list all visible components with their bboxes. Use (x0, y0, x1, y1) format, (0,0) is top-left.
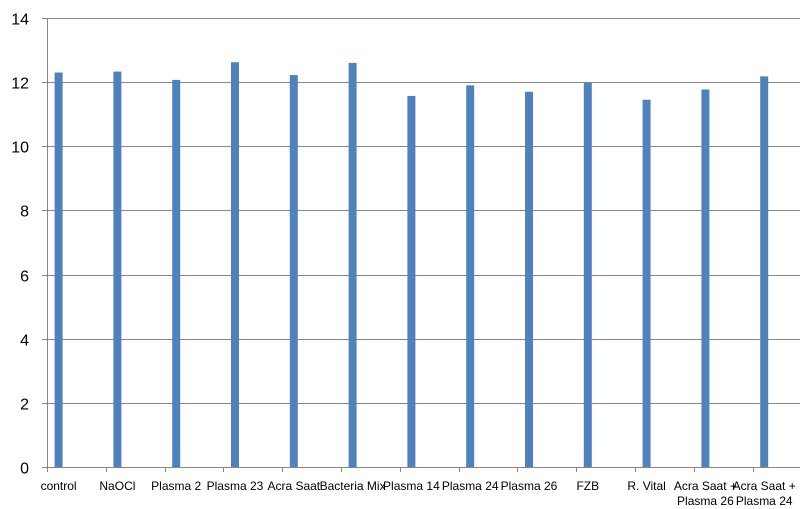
x-tick-label: Plasma 2 (151, 479, 201, 493)
y-tick-label: 12 (11, 76, 29, 93)
y-tick-labels: 0 2 4 6 8 10 12 14 (11, 12, 29, 478)
y-tick-label: 10 (11, 140, 29, 157)
x-tick-label: Plasma 26 (677, 494, 734, 508)
bar (348, 62, 357, 468)
bar (760, 76, 769, 468)
bar (289, 75, 298, 467)
y-tick-label: 4 (20, 333, 29, 350)
x-tick-label: Plasma 26 (501, 479, 558, 493)
x-tick-label: Plasma 23 (207, 479, 264, 493)
bar (466, 85, 475, 467)
x-tick-label: FZB (576, 479, 599, 493)
x-tick-label: Acra Saat + (733, 479, 796, 493)
bars (54, 62, 769, 468)
gridlines (47, 18, 800, 404)
y-tick-label: 6 (20, 269, 29, 286)
y-tick-label: 0 (20, 461, 29, 478)
x-tick-label: Bacteria Mix (320, 479, 386, 493)
y-tick-label: 14 (11, 12, 29, 29)
bar (54, 72, 63, 468)
bar (642, 99, 651, 468)
bar (231, 62, 239, 467)
bar (407, 95, 416, 468)
x-tick-label: NaOCl (99, 479, 135, 493)
x-tick-label: Plasma 14 (383, 479, 440, 493)
bar (701, 89, 710, 467)
y-tick-label: 2 (20, 397, 29, 414)
x-tick-label: Acra Saat + (674, 479, 737, 493)
x-tick-label: R. Vital (627, 479, 665, 493)
bar (525, 91, 533, 467)
x-tick-label: Plasma 24 (442, 479, 499, 493)
x-tick-label: control (41, 479, 77, 493)
axes (42, 18, 800, 472)
bar (172, 79, 181, 467)
x-tick-labels: control NaOCl Plasma 2 Plasma 23 Acra Saat Ba… (41, 479, 796, 508)
bar (583, 82, 592, 467)
y-tick-label: 8 (20, 204, 29, 221)
bar (113, 71, 122, 467)
x-tick-label: Acra Saat (267, 479, 320, 493)
x-tick-label: Plasma 24 (736, 494, 793, 508)
